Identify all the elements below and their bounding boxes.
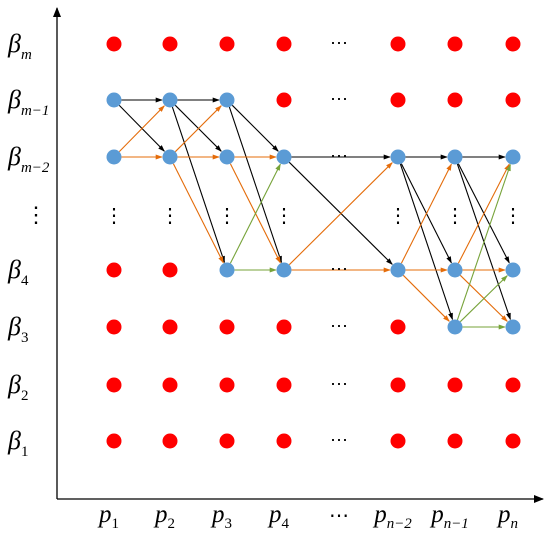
red-node bbox=[390, 433, 406, 449]
red-node bbox=[162, 262, 178, 278]
red-node bbox=[390, 319, 406, 335]
edge-green bbox=[459, 275, 508, 323]
blue-node bbox=[505, 262, 521, 278]
y-label: β4 bbox=[7, 255, 29, 289]
blue-node bbox=[276, 149, 292, 165]
red-node bbox=[106, 377, 122, 393]
x-axis-labels: p1 p2 p3 p4 ⋯ pn−2 pn−1 pn bbox=[97, 501, 518, 532]
x-label: p1 bbox=[97, 501, 119, 532]
blue-node bbox=[106, 149, 122, 165]
y-axis-labels: βm βm−1 βm−2 ⋮ β4 β3 β2 β1 bbox=[7, 29, 50, 460]
edge-black bbox=[228, 106, 283, 264]
red-node bbox=[447, 36, 463, 52]
vertical-ellipsis: ⋮ bbox=[104, 205, 124, 227]
red-node bbox=[162, 377, 178, 393]
blue-node bbox=[447, 149, 463, 165]
vertical-ellipsis: ⋮ bbox=[388, 205, 408, 227]
vertical-ellipsis: ⋮ bbox=[217, 205, 237, 227]
edge-green bbox=[456, 163, 511, 321]
x-label-ellipsis: ⋯ bbox=[329, 505, 349, 527]
red-node bbox=[219, 36, 235, 52]
y-label: βm bbox=[7, 29, 32, 63]
red-node bbox=[276, 433, 292, 449]
edge-orange bbox=[118, 105, 165, 152]
horizontal-ellipsis: ⋯ bbox=[330, 374, 348, 394]
blue-node bbox=[390, 149, 406, 165]
y-label: β3 bbox=[7, 312, 28, 346]
red-node bbox=[505, 92, 521, 108]
y-label-ellipsis: ⋮ bbox=[25, 202, 47, 227]
edge-black bbox=[231, 104, 279, 152]
blue-node bbox=[505, 149, 521, 165]
edge-orange bbox=[172, 163, 224, 264]
red-node bbox=[505, 36, 521, 52]
state-nodes: ⋯ ⋯ ⋯ ⋮ ⋮ ⋮ ⋮ ⋮ ⋮ ⋮ ⋯ ⋯ ⋯ ⋯ bbox=[104, 33, 523, 450]
red-node bbox=[219, 433, 235, 449]
horizontal-ellipsis: ⋯ bbox=[330, 430, 348, 450]
edge-orange bbox=[400, 163, 452, 264]
vertical-ellipsis: ⋮ bbox=[445, 205, 465, 227]
horizontal-ellipsis: ⋯ bbox=[330, 89, 348, 109]
red-node bbox=[276, 92, 292, 108]
red-node bbox=[447, 92, 463, 108]
red-node bbox=[447, 433, 463, 449]
red-node bbox=[276, 319, 292, 335]
blue-node bbox=[505, 319, 521, 335]
blue-node bbox=[390, 262, 406, 278]
horizontal-ellipsis: ⋯ bbox=[330, 33, 348, 53]
red-node bbox=[390, 377, 406, 393]
red-node bbox=[106, 36, 122, 52]
horizontal-ellipsis: ⋯ bbox=[330, 259, 348, 279]
x-label: p3 bbox=[210, 501, 232, 532]
y-label: β2 bbox=[7, 370, 28, 404]
y-label: βm−1 bbox=[7, 85, 49, 119]
horizontal-ellipsis: ⋯ bbox=[330, 146, 348, 166]
blue-node bbox=[447, 262, 463, 278]
x-label: pn−2 bbox=[372, 501, 412, 532]
red-node bbox=[219, 319, 235, 335]
x-label: pn−1 bbox=[429, 501, 469, 532]
y-label: β1 bbox=[7, 426, 28, 460]
y-label: βm−2 bbox=[7, 142, 50, 176]
edge-black bbox=[399, 163, 454, 321]
vertical-ellipsis: ⋮ bbox=[274, 205, 294, 227]
blue-node bbox=[106, 92, 122, 108]
edge-green bbox=[229, 163, 281, 264]
red-node bbox=[505, 433, 521, 449]
red-node bbox=[390, 92, 406, 108]
vertical-ellipsis: ⋮ bbox=[160, 205, 180, 227]
x-label: p4 bbox=[267, 501, 290, 532]
blue-node bbox=[219, 262, 235, 278]
blue-node bbox=[447, 319, 463, 335]
blue-node bbox=[276, 262, 292, 278]
x-label: pn bbox=[496, 501, 518, 532]
red-node bbox=[162, 433, 178, 449]
edge-orange bbox=[174, 105, 222, 153]
red-node bbox=[390, 36, 406, 52]
red-node bbox=[106, 262, 122, 278]
horizontal-ellipsis: ⋯ bbox=[330, 316, 348, 336]
red-node bbox=[219, 377, 235, 393]
blue-node bbox=[162, 92, 178, 108]
red-node bbox=[447, 377, 463, 393]
red-node bbox=[162, 36, 178, 52]
blue-node bbox=[219, 149, 235, 165]
red-node bbox=[106, 433, 122, 449]
red-node bbox=[162, 319, 178, 335]
blue-node bbox=[219, 92, 235, 108]
blue-node bbox=[162, 149, 178, 165]
red-node bbox=[505, 377, 521, 393]
edge-orange bbox=[457, 163, 510, 264]
red-node bbox=[106, 319, 122, 335]
x-label: p2 bbox=[153, 501, 175, 532]
edge-black bbox=[171, 106, 226, 264]
red-node bbox=[276, 377, 292, 393]
red-node bbox=[276, 36, 292, 52]
edge-orange bbox=[402, 274, 450, 322]
edge-orange bbox=[288, 162, 393, 266]
transition-edges bbox=[118, 97, 511, 330]
vertical-ellipsis: ⋮ bbox=[503, 205, 523, 227]
